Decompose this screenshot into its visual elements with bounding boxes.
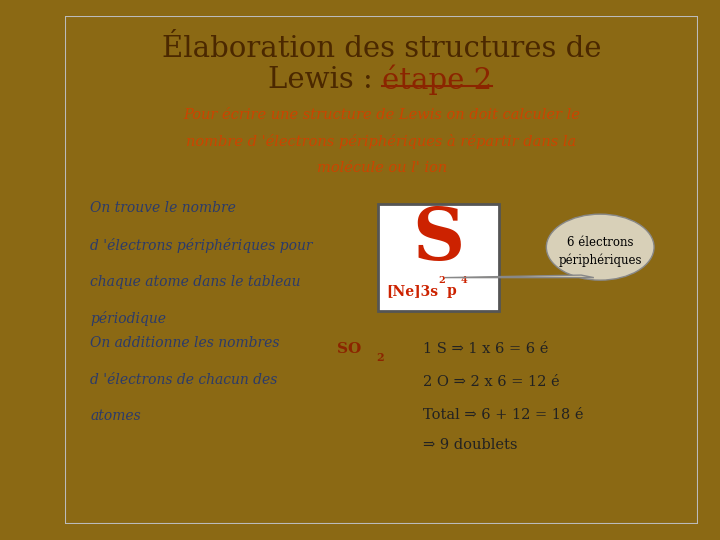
Text: 2: 2 bbox=[438, 276, 446, 285]
Text: nombre d 'électrons périphériques à répartir dans la: nombre d 'électrons périphériques à répa… bbox=[186, 134, 577, 149]
Text: ⇒ 9 doublets: ⇒ 9 doublets bbox=[423, 438, 517, 452]
FancyBboxPatch shape bbox=[379, 204, 499, 310]
Text: SO: SO bbox=[337, 342, 361, 356]
Text: 1 S ⇒ 1 x 6 = 6 é: 1 S ⇒ 1 x 6 = 6 é bbox=[423, 342, 548, 356]
Text: d 'électrons périphériques pour: d 'électrons périphériques pour bbox=[90, 238, 312, 253]
Polygon shape bbox=[445, 275, 594, 278]
Text: 6 électrons: 6 électrons bbox=[567, 235, 634, 248]
Text: Total ⇒ 6 + 12 = 18 é: Total ⇒ 6 + 12 = 18 é bbox=[423, 408, 583, 422]
Text: S: S bbox=[413, 204, 464, 275]
Text: [Ne]3s: [Ne]3s bbox=[387, 284, 438, 298]
Text: étape 2: étape 2 bbox=[382, 64, 492, 95]
Text: p: p bbox=[446, 284, 456, 298]
Text: Pour écrire une structure de Lewis on doit calculer le: Pour écrire une structure de Lewis on do… bbox=[183, 108, 580, 122]
Text: 2 O ⇒ 2 x 6 = 12 é: 2 O ⇒ 2 x 6 = 12 é bbox=[423, 375, 559, 389]
Text: chaque atome dans le tableau: chaque atome dans le tableau bbox=[90, 274, 301, 288]
Text: On additionne les nombres: On additionne les nombres bbox=[90, 336, 279, 350]
Text: d 'électrons de chacun des: d 'électrons de chacun des bbox=[90, 373, 277, 387]
Text: 4: 4 bbox=[461, 276, 467, 285]
Text: périphériques: périphériques bbox=[559, 253, 642, 267]
Text: On trouve le nombre: On trouve le nombre bbox=[90, 201, 236, 215]
Ellipse shape bbox=[546, 214, 654, 280]
Text: périodique: périodique bbox=[90, 311, 166, 326]
Text: Élaboration des structures de: Élaboration des structures de bbox=[162, 35, 601, 63]
Text: Lewis :: Lewis : bbox=[268, 66, 382, 93]
Text: 2: 2 bbox=[377, 352, 384, 363]
Text: molécule ou l' ion: molécule ou l' ion bbox=[317, 161, 446, 175]
Text: atomes: atomes bbox=[90, 409, 141, 423]
